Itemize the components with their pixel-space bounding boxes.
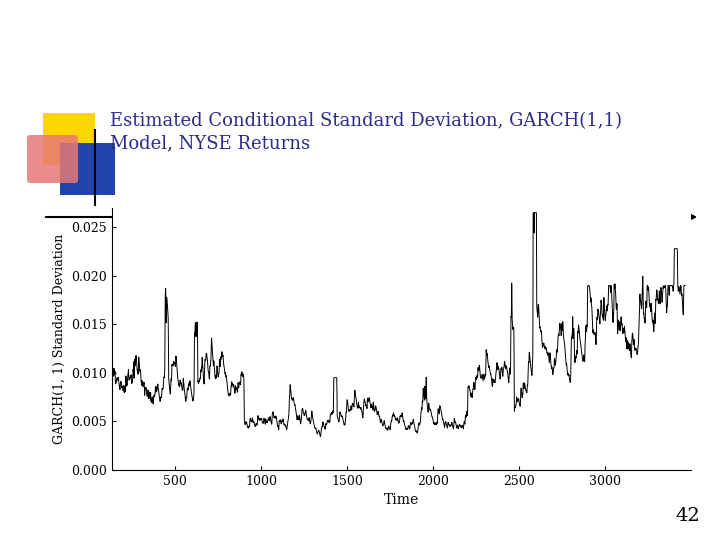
FancyBboxPatch shape bbox=[27, 135, 78, 183]
X-axis label: Time: Time bbox=[384, 493, 419, 507]
Y-axis label: GARCH(1, 1) Standard Deviation: GARCH(1, 1) Standard Deviation bbox=[53, 234, 66, 444]
Text: Estimated Conditional Standard Deviation, GARCH(1,1): Estimated Conditional Standard Deviation… bbox=[110, 112, 622, 130]
Bar bbox=[43, 113, 95, 165]
Bar bbox=[60, 143, 115, 195]
Text: Model, NYSE Returns: Model, NYSE Returns bbox=[110, 134, 310, 152]
Text: 42: 42 bbox=[675, 507, 700, 525]
